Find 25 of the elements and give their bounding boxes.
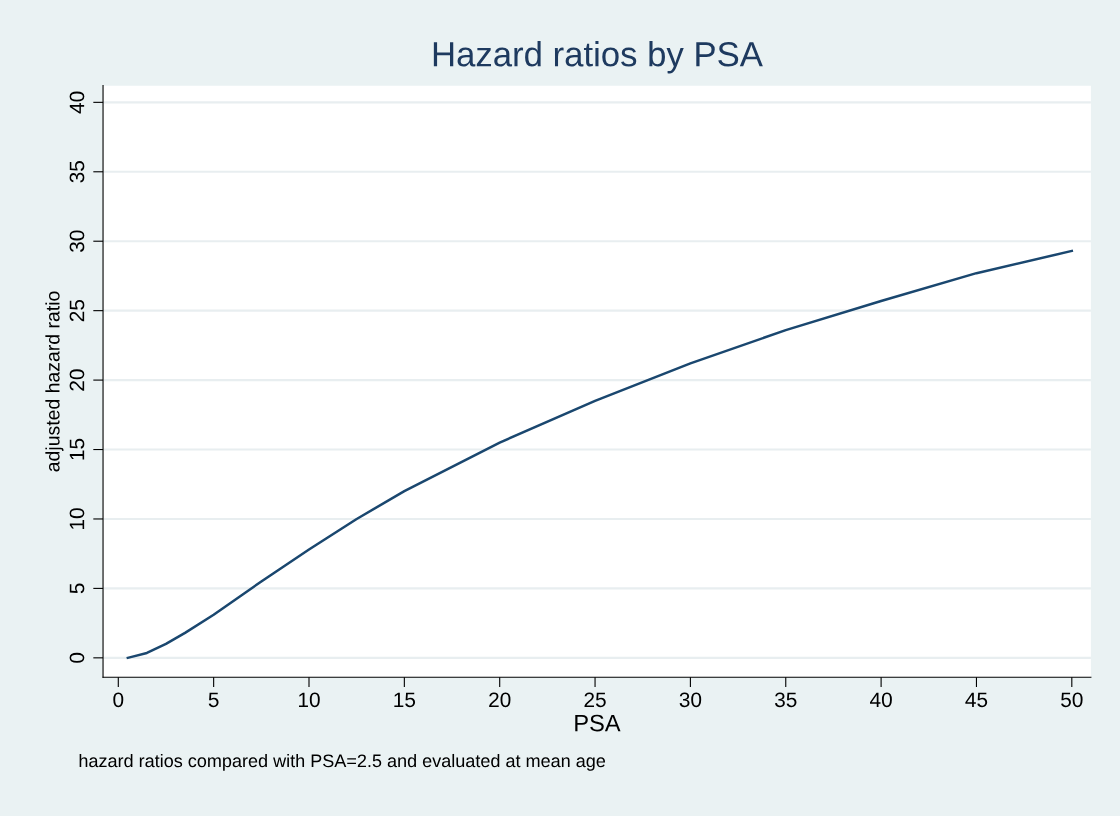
x-tick-label: 5 <box>208 692 219 708</box>
x-tick-label: 45 <box>965 692 988 708</box>
y-tick-label: 30 <box>69 230 85 253</box>
y-tick-label: 10 <box>69 508 85 529</box>
y-tick-label: 5 <box>69 583 85 594</box>
y-tick-label: 0 <box>69 652 85 663</box>
y-tick-label: 15 <box>69 438 85 460</box>
x-tick-label: 50 <box>1061 692 1083 708</box>
x-tick-label: 15 <box>394 692 416 708</box>
x-axis-title: PSA <box>575 714 621 732</box>
x-tick-label: 0 <box>113 692 124 708</box>
x-tick-label: 10 <box>299 692 320 708</box>
y-axis-title: adjusted hazard ratio <box>45 291 64 472</box>
y-tick-label: 35 <box>69 161 85 183</box>
chart-title: Hazard ratios by PSA <box>433 41 763 74</box>
y-tick-label: 25 <box>69 299 85 322</box>
line-series <box>126 249 1074 660</box>
x-tick-label: 40 <box>870 692 892 708</box>
x-tick-label: 20 <box>489 692 511 708</box>
x-tick-label: 25 <box>584 692 606 708</box>
y-tick-label: 40 <box>69 91 85 114</box>
text: hazard ratios compared with PSA=2.5 and evaluated at mean age <box>79 753 606 771</box>
y-tick-label: 20 <box>69 369 85 391</box>
x-tick-label: 35 <box>774 692 797 708</box>
x-tick-label: 30 <box>679 692 702 708</box>
